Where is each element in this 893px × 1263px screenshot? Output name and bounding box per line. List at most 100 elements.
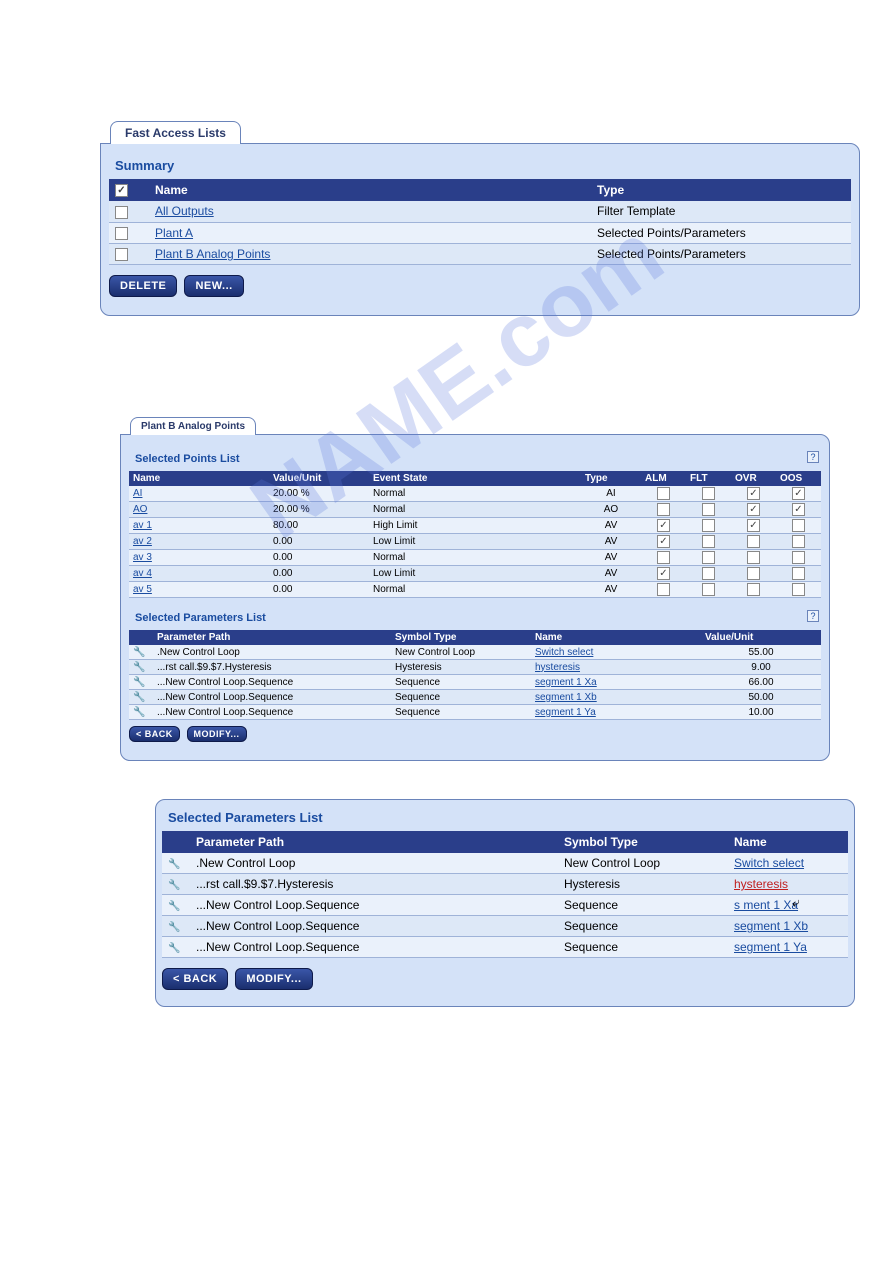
param-name-link[interactable]: hysteresis xyxy=(535,662,580,673)
status-checkbox[interactable] xyxy=(657,567,670,580)
status-checkbox[interactable] xyxy=(792,503,805,516)
status-checkbox[interactable] xyxy=(702,519,715,532)
status-checkbox[interactable] xyxy=(792,551,805,564)
status-checkbox[interactable] xyxy=(792,487,805,500)
param-name-link[interactable]: Switch select xyxy=(535,647,593,658)
selected-parameters-panel: Selected Parameters List Parameter Path … xyxy=(155,799,855,1007)
wrench-icon[interactable] xyxy=(133,661,147,673)
wrench-icon[interactable] xyxy=(168,900,182,912)
param-name-link[interactable]: Switch select xyxy=(734,856,804,870)
point-type: AV xyxy=(581,582,641,598)
help-icon[interactable]: ? xyxy=(807,451,819,463)
col-flt: FLT xyxy=(686,471,731,486)
status-checkbox[interactable] xyxy=(792,535,805,548)
param-path: ...New Control Loop.Sequence xyxy=(153,690,391,705)
point-value: 0.00 xyxy=(269,550,369,566)
point-name-link[interactable]: AO xyxy=(133,504,147,515)
param-name-link[interactable]: segment 1 Xb xyxy=(734,919,808,933)
row-name-link[interactable]: All Outputs xyxy=(155,204,214,218)
point-type: AV xyxy=(581,550,641,566)
point-name-link[interactable]: av 1 xyxy=(133,520,152,531)
status-checkbox[interactable] xyxy=(747,567,760,580)
help-icon[interactable]: ? xyxy=(807,610,819,622)
table-row: ...rst call.$9.$7.HysteresisHysteresishy… xyxy=(162,874,848,895)
param-symbol: New Control Loop xyxy=(558,853,728,874)
status-checkbox[interactable] xyxy=(657,583,670,596)
wrench-icon[interactable] xyxy=(168,879,182,891)
status-checkbox[interactable] xyxy=(657,535,670,548)
status-checkbox[interactable] xyxy=(702,503,715,516)
status-checkbox[interactable] xyxy=(792,519,805,532)
point-value: 20.00 % xyxy=(269,502,369,518)
status-checkbox[interactable] xyxy=(747,583,760,596)
status-checkbox[interactable] xyxy=(657,519,670,532)
status-checkbox[interactable] xyxy=(792,567,805,580)
status-checkbox[interactable] xyxy=(702,535,715,548)
table-row: ...New Control Loop.SequenceSequence segm… xyxy=(162,937,848,958)
col-symbol: Symbol Type xyxy=(391,630,531,645)
param-symbol: Sequence xyxy=(391,675,531,690)
param-value: 10.00 xyxy=(701,705,821,720)
tab-plant-b[interactable]: Plant B Analog Points xyxy=(130,417,256,435)
tab-fast-access-lists[interactable]: Fast Access Lists xyxy=(110,121,241,144)
delete-button[interactable]: DELETE xyxy=(109,275,177,297)
summary-title: Summary xyxy=(115,158,851,173)
modify-button[interactable]: MODIFY... xyxy=(235,968,312,990)
param-name-link[interactable]: segment 1 Ya xyxy=(535,707,596,718)
back-button[interactable]: < BACK xyxy=(129,726,180,742)
status-checkbox[interactable] xyxy=(702,567,715,580)
point-name-link[interactable]: av 2 xyxy=(133,536,152,547)
point-name-link[interactable]: av 5 xyxy=(133,584,152,595)
wrench-icon[interactable] xyxy=(133,646,147,658)
table-row: av 20.00Low LimitAV xyxy=(129,534,821,550)
status-checkbox[interactable] xyxy=(657,551,670,564)
back-button[interactable]: < BACK xyxy=(162,968,228,990)
status-checkbox[interactable] xyxy=(747,487,760,500)
status-checkbox[interactable] xyxy=(657,487,670,500)
point-name-link[interactable]: av 4 xyxy=(133,568,152,579)
modify-button[interactable]: MODIFY... xyxy=(187,726,247,742)
status-checkbox[interactable] xyxy=(657,503,670,516)
row-name-link[interactable]: Plant B Analog Points xyxy=(155,247,270,261)
col-path: Parameter Path xyxy=(190,831,558,853)
header-checkbox[interactable] xyxy=(115,184,128,197)
status-checkbox[interactable] xyxy=(747,535,760,548)
wrench-icon[interactable] xyxy=(133,691,147,703)
status-checkbox[interactable] xyxy=(702,583,715,596)
selected-params-title: Selected Parameters List xyxy=(168,810,848,825)
wrench-icon[interactable] xyxy=(168,942,182,954)
row-name-link[interactable]: Plant A xyxy=(155,226,193,240)
status-checkbox[interactable] xyxy=(747,503,760,516)
wrench-icon[interactable] xyxy=(133,706,147,718)
status-checkbox[interactable] xyxy=(747,551,760,564)
status-checkbox[interactable] xyxy=(792,583,805,596)
param-symbol: Hysteresis xyxy=(558,874,728,895)
param-symbol: Sequence xyxy=(558,937,728,958)
status-checkbox[interactable] xyxy=(702,551,715,564)
new-button[interactable]: NEW... xyxy=(184,275,243,297)
wrench-icon[interactable] xyxy=(168,921,182,933)
row-checkbox[interactable] xyxy=(115,227,128,240)
status-checkbox[interactable] xyxy=(702,487,715,500)
param-path: ...New Control Loop.Sequence xyxy=(190,937,558,958)
wrench-icon[interactable] xyxy=(168,858,182,870)
wrench-icon[interactable] xyxy=(133,676,147,688)
param-value: 55.00 xyxy=(701,645,821,660)
param-name-link[interactable]: s ment 1 Xa xyxy=(734,898,798,912)
row-checkbox[interactable] xyxy=(115,248,128,261)
summary-table: Name Type All OutputsFilter TemplatePlan… xyxy=(109,179,851,265)
col-name: Name xyxy=(149,179,591,201)
point-name-link[interactable]: av 3 xyxy=(133,552,152,563)
param-name-link[interactable]: segment 1 Ya xyxy=(734,940,807,954)
param-name-link[interactable]: hysteresis xyxy=(734,877,788,891)
row-checkbox[interactable] xyxy=(115,206,128,219)
point-name-link[interactable]: AI xyxy=(133,488,142,499)
point-state: Normal xyxy=(369,502,581,518)
col-state: Event State xyxy=(369,471,581,486)
panel-body: Selected Points List ? Name Value/Unit E… xyxy=(120,434,830,761)
param-name-link[interactable]: segment 1 Xa xyxy=(535,677,597,688)
status-checkbox[interactable] xyxy=(747,519,760,532)
param-symbol: Hysteresis xyxy=(391,660,531,675)
point-type: AV xyxy=(581,534,641,550)
param-name-link[interactable]: segment 1 Xb xyxy=(535,692,597,703)
